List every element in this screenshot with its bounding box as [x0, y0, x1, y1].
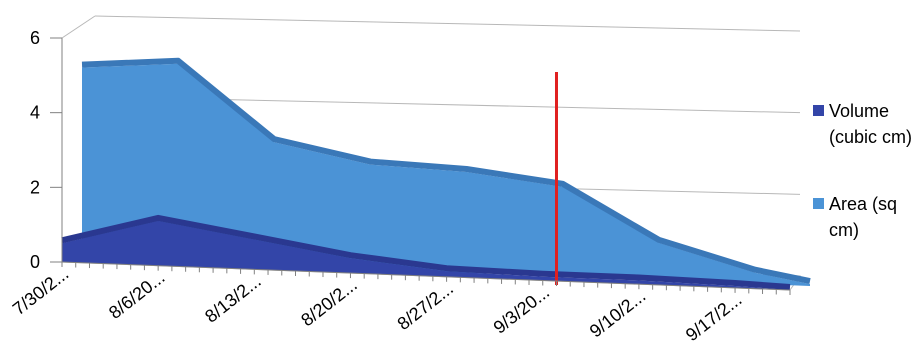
y-tick-label-4: 4	[30, 103, 40, 123]
x-tick-label-5: 9/3/20...	[490, 282, 554, 338]
legend-label-volume-1: (cubic cm)	[829, 127, 912, 147]
x-tick-label-1: 8/6/20...	[105, 267, 169, 323]
legend-swatch-area	[813, 198, 824, 209]
gridline-6	[94, 15, 801, 32]
area-top-edge-area	[81, 57, 811, 285]
legend-label-area-0: Area (sq	[829, 194, 897, 214]
area-series-area	[82, 63, 810, 286]
y-tick-label-6: 6	[30, 28, 40, 48]
legend-label-area-1: cm)	[829, 220, 859, 240]
series-areas	[61, 57, 811, 290]
y-tick-label-2: 2	[30, 177, 40, 197]
x-tick-label-4: 8/27/2...	[393, 278, 457, 334]
area-top-edge-volume	[61, 214, 791, 290]
x-axis-line	[61, 261, 791, 291]
x-tick-label-7: 9/17/2...	[682, 289, 746, 345]
y-tick-label-0: 0	[30, 252, 40, 272]
area-series-volume	[62, 220, 790, 290]
x-tick-label-3: 8/20/2...	[297, 274, 361, 330]
legend-label-volume-0: Volume	[829, 101, 889, 121]
y-axis-ticks: 0 2 4 6	[30, 28, 63, 272]
x-tick-label-6: 9/10/2...	[586, 286, 650, 342]
legend-swatch-volume	[813, 105, 824, 116]
x-tick-label-2: 8/13/2...	[201, 271, 265, 327]
x-tick-label-0: 7/30/2...	[9, 263, 73, 319]
legend: Volume (cubic cm) Area (sq cm)	[813, 101, 912, 240]
